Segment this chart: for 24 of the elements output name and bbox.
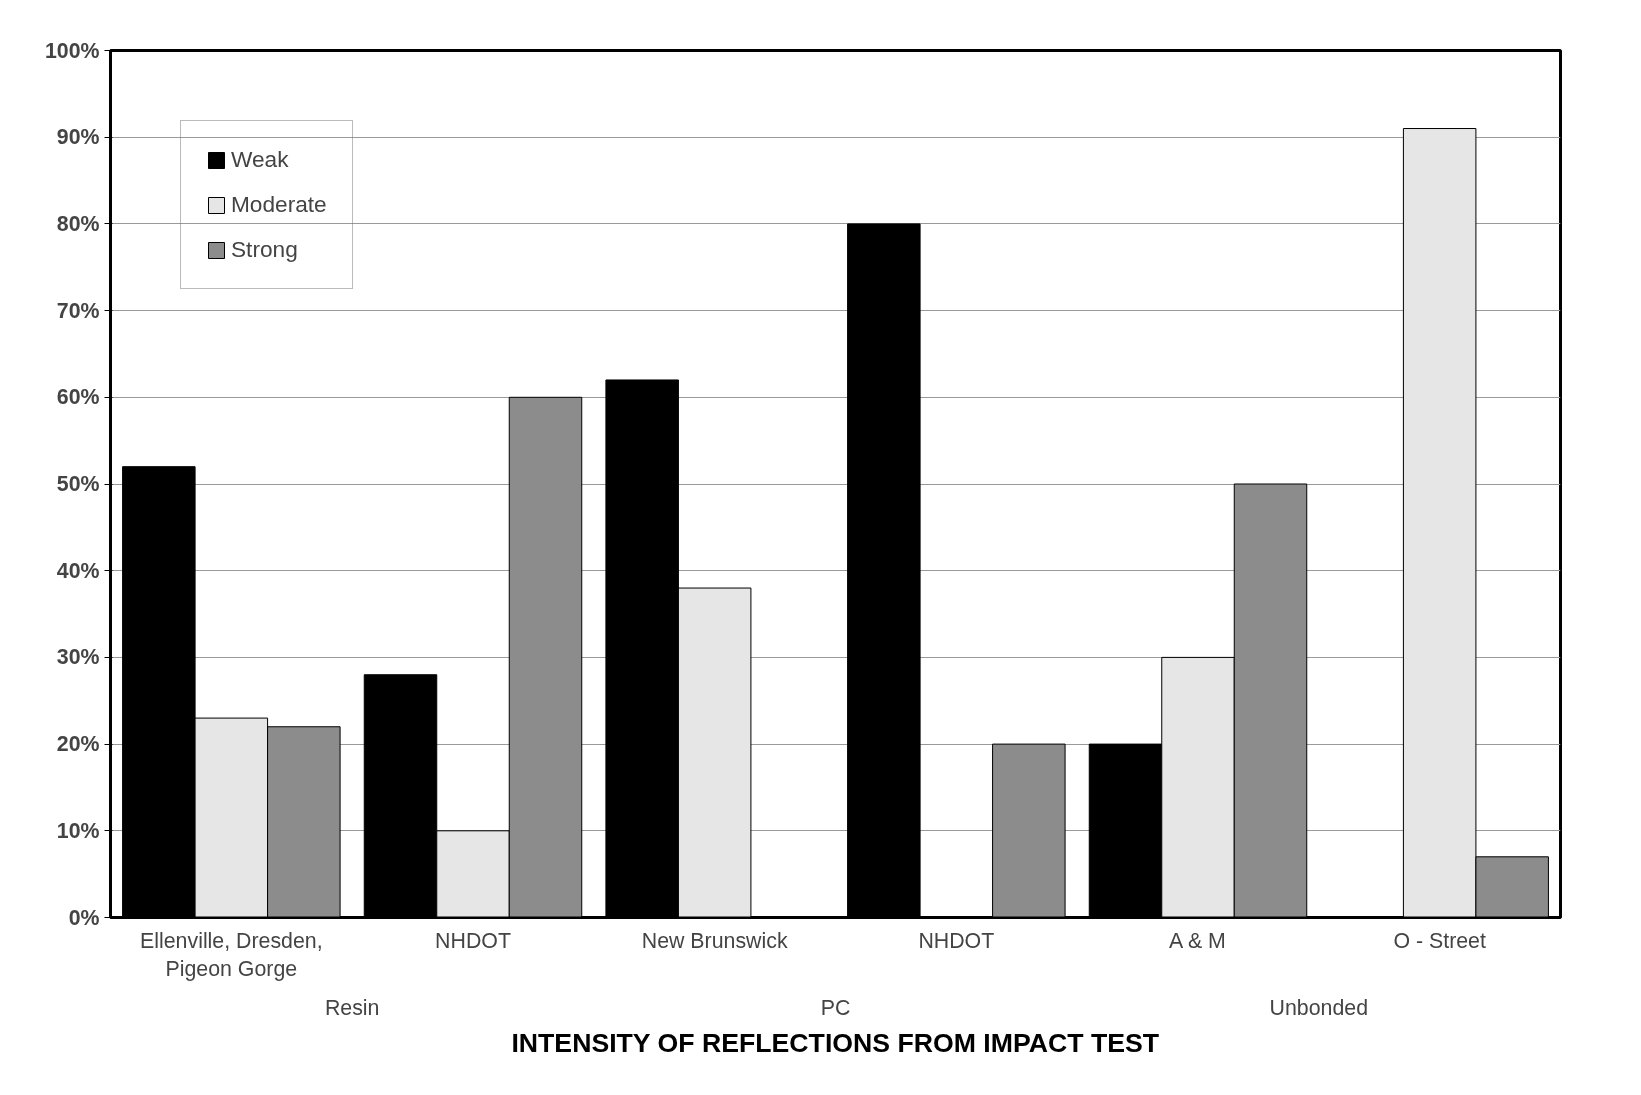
y-tick-label: 10%: [56, 818, 100, 843]
x-tick-label: NHDOT: [918, 928, 995, 953]
x-tick-label: New Brunswick: [641, 928, 788, 953]
y-tick-label: 60%: [56, 385, 100, 410]
y-tick-label: 70%: [56, 298, 100, 323]
y-tick-label: 100%: [44, 38, 100, 63]
y-tick-label: 40%: [56, 558, 100, 583]
y-tick-label: 30%: [56, 645, 100, 670]
legend-label: Strong: [231, 236, 298, 263]
y-tick-label: 90%: [56, 125, 100, 150]
x-tick-label: NHDOT: [435, 928, 511, 953]
text: PC: [820, 995, 851, 1020]
y-tick-label: 20%: [56, 732, 100, 757]
legend-label: Weak: [231, 146, 289, 173]
y-tick-label: 50%: [56, 472, 100, 496]
y-tick-label: 0%: [68, 905, 100, 930]
x-tick-label: O - Street: [1393, 928, 1486, 953]
x-tick-label: Ellenville, Dresden, Pigeon Gorge: [140, 928, 323, 982]
text: Unbonded: [1269, 995, 1369, 1020]
y-tick-label: 80%: [56, 211, 100, 236]
x-tick-label: A & M: [1168, 928, 1226, 953]
text: Resin: [324, 995, 380, 1020]
legend-label: Moderate: [231, 191, 327, 218]
x-axis-title: INTENSITY OF REFLECTIONS FROM IMPACT TEST: [511, 1027, 1160, 1058]
